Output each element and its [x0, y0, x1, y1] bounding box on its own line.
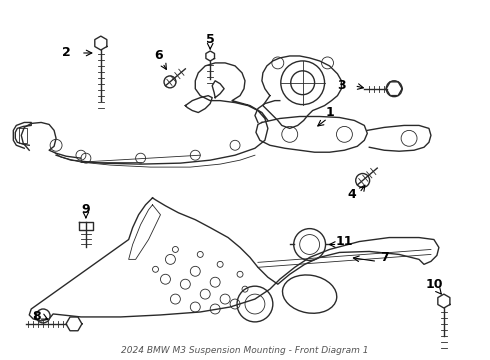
Text: 4: 4	[347, 188, 356, 201]
Text: 11: 11	[336, 235, 353, 248]
Text: 5: 5	[206, 33, 215, 46]
Text: 3: 3	[337, 79, 346, 92]
Text: 8: 8	[32, 310, 41, 323]
Text: 2024 BMW M3 Suspension Mounting - Front Diagram 1: 2024 BMW M3 Suspension Mounting - Front …	[121, 346, 369, 355]
Text: 1: 1	[325, 106, 334, 119]
Text: 7: 7	[380, 251, 389, 264]
Text: 10: 10	[425, 278, 442, 291]
Text: 9: 9	[82, 203, 90, 216]
Text: 2: 2	[62, 46, 71, 59]
Text: 6: 6	[154, 49, 163, 63]
